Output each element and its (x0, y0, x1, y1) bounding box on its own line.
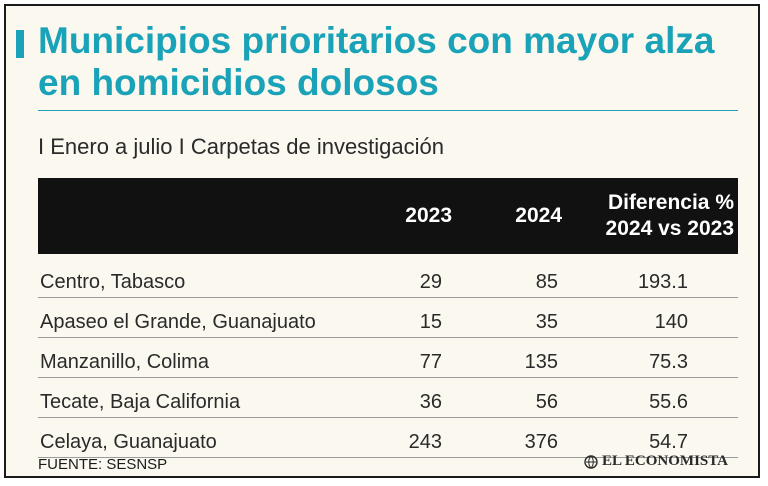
table-row: Manzanillo, Colima 77 135 75.3 (38, 337, 738, 378)
cell-2024: 56 (474, 377, 584, 418)
title-divider (38, 110, 738, 111)
cell-2023: 29 (364, 254, 474, 298)
cell-2023: 15 (364, 297, 474, 338)
table-row: Apaseo el Grande, Guanajuato 15 35 140 (38, 297, 738, 338)
cell-2023: 36 (364, 377, 474, 418)
cell-diferencia: 55.6 (584, 377, 738, 418)
data-table: 2023 2024 Diferencia % 2024 vs 2023 Cent… (38, 178, 738, 458)
cell-2024: 35 (474, 297, 584, 338)
chart-subtitle: I Enero a julio I Carpetas de investigac… (38, 134, 445, 159)
cell-diferencia: 75.3 (584, 337, 738, 378)
cell-diferencia: 54.7 (584, 417, 738, 458)
logo-text: EL ECONOMISTA (602, 453, 728, 469)
cell-2024: 376 (474, 417, 584, 458)
source-note: FUENTE: SESNSP (38, 456, 168, 473)
cell-2024: 135 (474, 337, 584, 378)
cell-2024: 85 (474, 254, 584, 298)
cell-2023: 243 (364, 417, 474, 458)
table-row: Celaya, Guanajuato 243 376 54.7 (38, 417, 738, 458)
table-row: Centro, Tabasco 29 85 193.1 (38, 254, 738, 298)
cell-2023: 77 (364, 337, 474, 378)
cell-municipio: Tecate, Baja California (38, 377, 364, 418)
publisher-logo: EL ECONOMISTA (584, 453, 728, 470)
header-municipio (38, 178, 364, 254)
infographic-frame: Municipios prioritarios con mayor alza e… (4, 4, 760, 478)
header-diferencia-line1: Diferencia % (607, 191, 734, 214)
header-2024: 2024 (474, 178, 584, 254)
table-row: Tecate, Baja California 36 56 55.6 (38, 377, 738, 418)
header-diferencia: Diferencia % 2024 vs 2023 (584, 178, 738, 254)
chart-title: Municipios prioritarios con mayor alza e… (38, 20, 715, 103)
table-header-row: 2023 2024 Diferencia % 2024 vs 2023 (38, 178, 738, 254)
el-economista-globe-icon (584, 454, 598, 469)
cell-diferencia: 140 (584, 297, 738, 338)
title-accent-bar (16, 30, 24, 58)
cell-municipio: Manzanillo, Colima (38, 337, 364, 378)
cell-municipio: Apaseo el Grande, Guanajuato (38, 297, 364, 338)
header-2023: 2023 (364, 178, 474, 254)
cell-municipio: Celaya, Guanajuato (38, 417, 364, 458)
header-diferencia-line2: 2024 vs 2023 (605, 217, 734, 240)
cell-diferencia: 193.1 (584, 254, 738, 298)
cell-municipio: Centro, Tabasco (38, 254, 364, 298)
